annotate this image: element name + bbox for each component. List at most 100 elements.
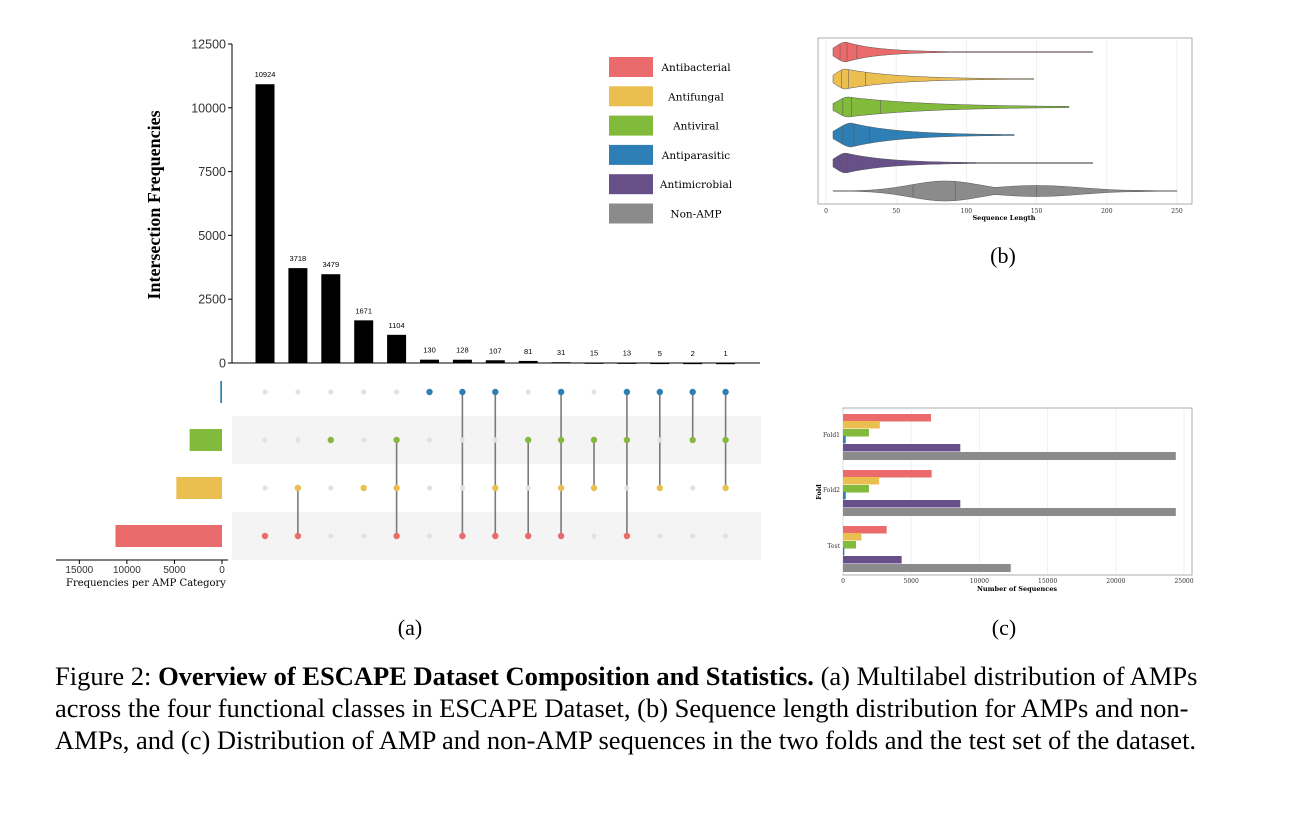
matrix-dot-inactive <box>657 437 663 443</box>
fold-bar-antibacterial <box>843 526 887 534</box>
matrix-dot-inactive <box>591 533 597 539</box>
fold-bars <box>843 414 1176 572</box>
legend-label-antibacterial: Antibacterial <box>660 62 731 74</box>
fold-x-tick-label: 0 <box>841 578 845 585</box>
matrix-dot-active <box>689 388 696 396</box>
fold-category-label: Fold1 <box>823 432 840 439</box>
violin-x-axis-label: Sequence Length <box>972 214 1035 222</box>
intersection-bar <box>288 268 308 363</box>
matrix-dot-active <box>557 388 565 396</box>
matrix-dot-active <box>722 388 729 396</box>
matrix-dot-inactive <box>690 485 696 491</box>
y-tick-label: 10000 <box>191 101 226 115</box>
intersection-y-axis: 0 2500 5000 7500 10000 12500 <box>191 38 760 371</box>
matrix-dot-inactive <box>295 389 301 395</box>
legend-label-antimicrobial: Antimicrobial <box>659 179 733 191</box>
violin-antibacterial <box>832 41 1094 63</box>
intersection-bar <box>452 359 472 363</box>
fold-x-tick-label: 25000 <box>1174 578 1193 585</box>
intersection-bar-value: 1104 <box>389 321 405 330</box>
matrix-dot-inactive <box>328 533 334 539</box>
panel-b-violin-plot: 0 50 100 150 200 250 Sequence Length <box>817 37 1193 222</box>
violin-antiparasitic <box>832 122 1015 148</box>
matrix-dot-inactive <box>723 533 729 539</box>
matrix-dot-active <box>492 484 499 492</box>
matrix-dot-active <box>459 532 466 540</box>
matrix-dot-active <box>689 436 696 444</box>
matrix-dot-active <box>557 484 565 492</box>
fold-x-axis: 0 5000 10000 15000 20000 25000 <box>841 578 1194 585</box>
matrix-dot-inactive <box>361 437 367 443</box>
intersection-bar-value: 31 <box>557 348 565 357</box>
legend: Antibacterial Antifungal Antiviral Antipara… <box>609 57 733 224</box>
legend-swatch-antifungal <box>609 86 653 107</box>
panel-a-upset-plot: Intersection Frequencies 025005000750010… <box>56 38 761 589</box>
intersection-bar-value: 107 <box>489 346 502 355</box>
violin-x-tick-label: 250 <box>1171 208 1183 215</box>
fold-y-axis-label: Fold <box>815 484 823 500</box>
intersection-matrix <box>261 388 729 540</box>
intersection-bar-value: 15 <box>590 349 598 358</box>
fold-bar-antibacterial <box>843 470 932 478</box>
legend-label-non-amp: Non-AMP <box>670 209 721 221</box>
violin-non-amp <box>832 180 1178 202</box>
figure-caption: Figure 2: Overview of ESCAPE Dataset Com… <box>55 660 1245 756</box>
matrix-dot-inactive <box>591 389 597 395</box>
matrix-dot-inactive <box>262 485 268 491</box>
matrix-dot-inactive <box>394 389 400 395</box>
matrix-dot-active <box>656 388 663 396</box>
fold-bar-antimicrobial <box>843 500 961 508</box>
intersection-bar <box>321 274 341 363</box>
intersection-bar-value: 3479 <box>322 260 339 269</box>
set-size-axis-label: Frequencies per AMP Category <box>66 578 226 589</box>
matrix-dot-active <box>525 532 532 540</box>
violin-x-tick-label: 200 <box>1101 208 1113 215</box>
intersection-bar-value: 3718 <box>290 254 307 263</box>
legend-swatch-antiviral <box>609 115 653 136</box>
violin-antifungal <box>832 68 1035 90</box>
y-tick-label: 2500 <box>198 293 226 307</box>
intersection-bar-value: 128 <box>456 346 469 355</box>
matrix-dot-inactive <box>361 533 367 539</box>
legend-label-antiparasitic: Antiparasitic <box>661 150 731 162</box>
matrix-dot-active <box>261 532 269 540</box>
intersection-bar-value: 1 <box>724 349 728 358</box>
intersection-bar <box>485 360 505 363</box>
legend-swatch-antibacterial <box>609 57 653 77</box>
figure-canvas: Intersection Frequencies 025005000750010… <box>56 37 1194 640</box>
fold-bar-non-amp <box>843 452 1176 460</box>
caption-prefix: Figure 2: <box>55 661 159 691</box>
violin-antimicrobial <box>832 152 1094 174</box>
intersection-bars <box>255 84 736 365</box>
y-tick-label: 7500 <box>198 165 226 179</box>
fold-bar-antimicrobial <box>843 444 961 452</box>
fold-bar-antiparasitic <box>843 548 845 556</box>
set-size-bars <box>115 381 222 547</box>
matrix-dot-inactive <box>525 389 531 395</box>
matrix-dot-inactive <box>459 437 465 443</box>
fold-bar-antiparasitic <box>843 492 846 500</box>
matrix-dot-active <box>623 436 631 444</box>
fold-bar-antiviral <box>843 485 869 493</box>
set-size-bar <box>189 429 222 451</box>
fold-bar-non-amp <box>843 508 1176 516</box>
fold-x-tick-label: 15000 <box>1038 578 1057 585</box>
matrix-dot-inactive <box>262 389 268 395</box>
set-size-bar <box>220 381 222 403</box>
matrix-dot-inactive <box>624 485 630 491</box>
panel-c-fold-bar-chart: Fold1 Fold2 Test 0 5000 10000 15000 20000 25000… <box>815 407 1194 593</box>
intersection-bar-value: 5 <box>658 349 662 358</box>
matrix-dot-active <box>327 436 334 444</box>
matrix-dot-active <box>393 436 400 444</box>
matrix-dot-inactive <box>328 485 334 491</box>
intersection-bar <box>584 362 604 364</box>
fold-bar-non-amp <box>843 564 1011 572</box>
intersection-bar <box>716 362 736 365</box>
intersection-bar <box>518 360 538 363</box>
fold-category-label: Test <box>827 543 840 550</box>
intersection-bar-value: 81 <box>524 347 532 356</box>
violin-x-axis: 0 50 100 150 200 250 <box>824 208 1183 215</box>
fold-bar-antibacterial <box>843 414 931 422</box>
matrix-dot-active <box>590 484 598 492</box>
set-axis-tick-label: 15000 <box>65 565 93 576</box>
